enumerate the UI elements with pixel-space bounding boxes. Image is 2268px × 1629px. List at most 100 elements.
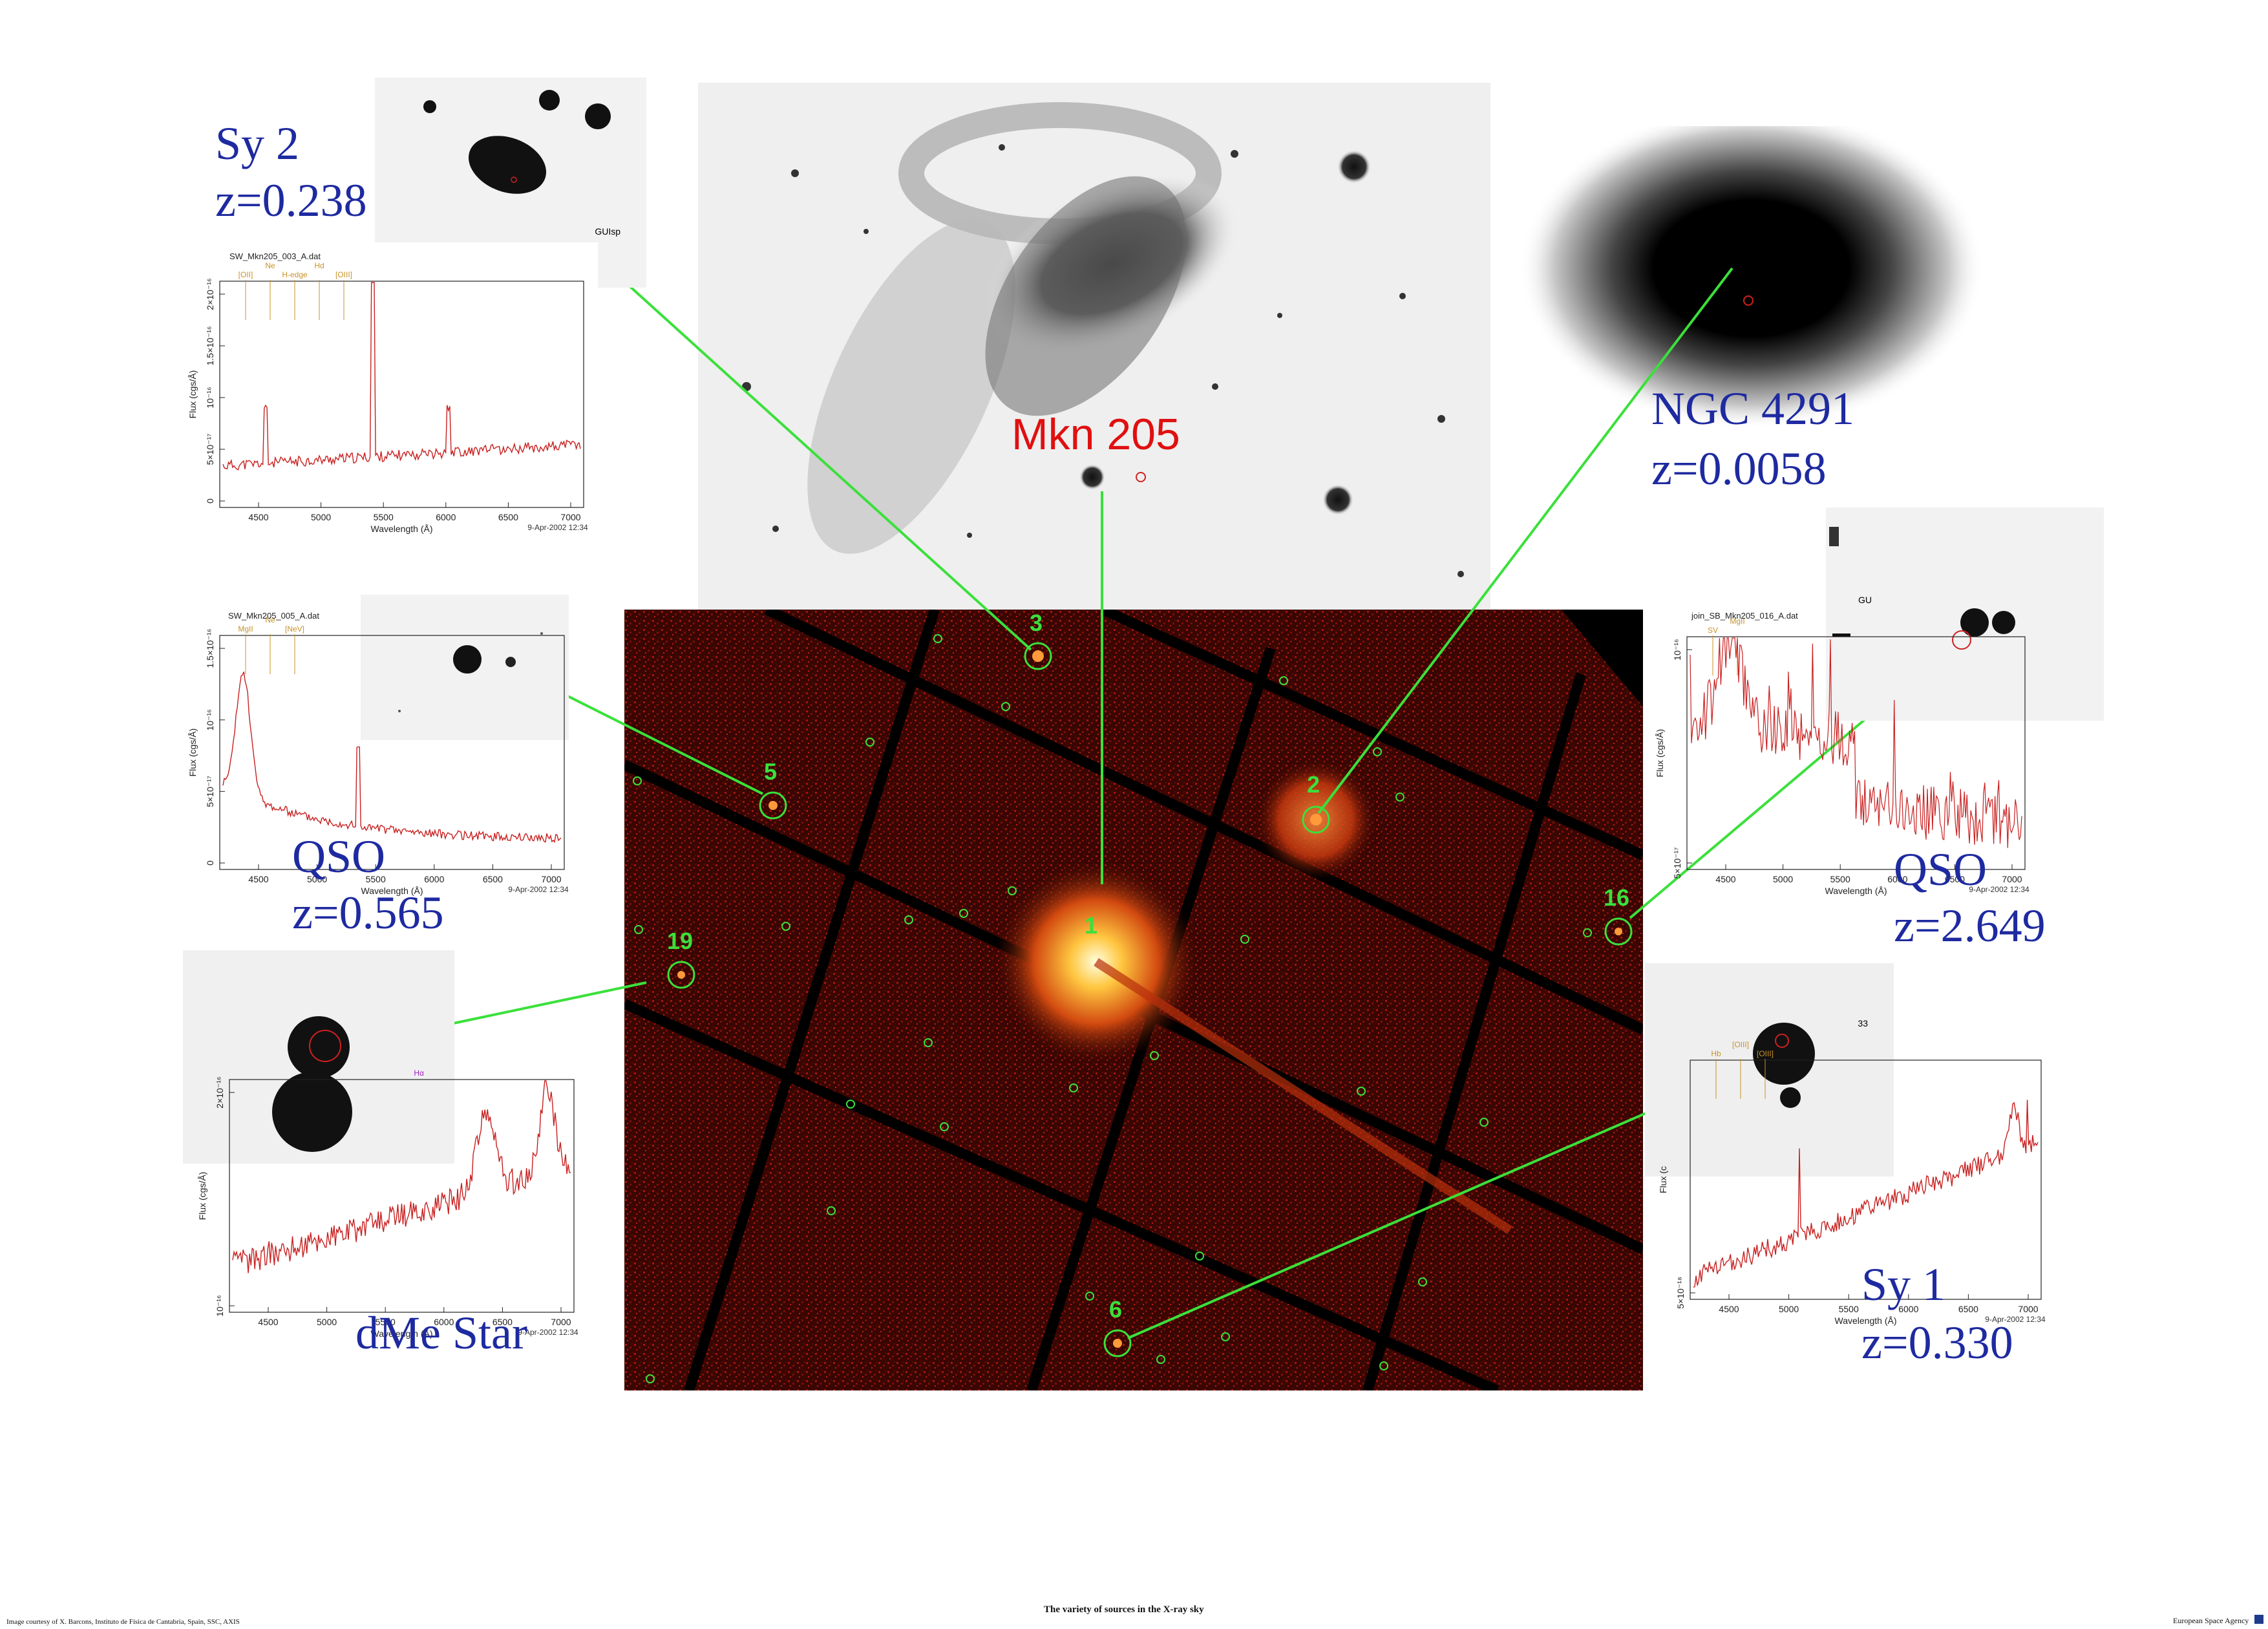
qso2-thumbnail: GU xyxy=(1826,507,2104,721)
xray-source-label-3: 3 xyxy=(1030,610,1043,636)
spectrum-trace xyxy=(222,671,562,844)
qso2-spec-file: join_SB_Mkn205_016_A.dat xyxy=(1691,611,1798,621)
timestamp: 9-Apr-2002 12:34 xyxy=(518,1328,578,1337)
x-tick-label: 5500 xyxy=(1830,874,1850,884)
sy2-spectrum-panel: SW_Mkn205_003_A.dat 4500 5000 5500 6000 6500… xyxy=(184,242,598,553)
footer-credit: Image courtesy of X. Barcons, Instituto … xyxy=(6,1618,240,1626)
qso2-thumb-svg xyxy=(1826,507,2104,721)
y-tick-label: 0 xyxy=(205,860,215,866)
qso1-spectrum-svg: 4500 5000 5500 6000 6500 7000 0 5×10⁻¹⁷ 10⁻¹⁶ 1.5… xyxy=(187,615,569,896)
x-tick-label: 6000 xyxy=(424,874,444,884)
x-tick-label: 4500 xyxy=(1719,1304,1739,1314)
x-tick-label: 6500 xyxy=(1945,874,1965,884)
dme-spectrum-panel: 4500 5000 5500 6000 6500 7000 10⁻¹⁶ 2×10⁻¹⁶ Wave… xyxy=(194,1054,588,1358)
x-tick-label: 5500 xyxy=(376,1317,396,1327)
spectrum-trace xyxy=(1690,637,2022,848)
sy1-type-label: Sy 1 xyxy=(1861,1259,1946,1310)
line-marker-label: [OII] xyxy=(238,270,253,279)
ngc4291-image xyxy=(1500,107,1991,443)
sy1-redshift-label: z=0.330 xyxy=(1861,1317,2013,1368)
spectrum-frame xyxy=(1690,1059,2042,1300)
line-marker-label: [OIII] xyxy=(1757,1049,1774,1058)
x-axis-label: Wavelength (Å) xyxy=(361,886,423,896)
xray-source-label-19: 19 xyxy=(667,928,694,954)
dme-thumbnail xyxy=(183,950,454,1164)
optical-image: Mkn 205 xyxy=(698,83,1490,610)
x-tick-label: 5500 xyxy=(374,512,394,522)
x-tick-label: 7000 xyxy=(551,1317,571,1327)
line-marker-label: [OIII] xyxy=(335,270,352,279)
x-axis-label: Wavelength (Å) xyxy=(371,524,433,534)
line-marker-label: Hd xyxy=(314,261,324,270)
qso1-redshift-label: z=0.565 xyxy=(292,887,444,939)
x-tick-label: 6000 xyxy=(434,1317,454,1327)
y-tick-label: 10⁻¹⁶ xyxy=(1672,639,1682,660)
x-axis-label: Wavelength (Å) xyxy=(371,1328,433,1339)
y-tick-label: 10⁻¹⁶ xyxy=(215,1295,225,1316)
y-axis-label: Flux (cgs/Å) xyxy=(187,729,198,777)
line-marker-label: MgII xyxy=(1730,617,1744,626)
qso1-thumb-svg xyxy=(361,595,569,740)
y-tick-label: 5×10⁻¹⁷ xyxy=(205,776,215,807)
optical-galaxy-svg xyxy=(698,83,1490,610)
x-axis-label: Wavelength (Å) xyxy=(1835,1315,1897,1326)
y-tick-label: 10⁻¹⁶ xyxy=(205,387,215,408)
line-marker-label: [NeV] xyxy=(285,624,304,634)
qso1-type-label: QSO xyxy=(292,831,386,882)
y-tick-label: 1.5×10⁻¹⁶ xyxy=(205,326,215,365)
qso1-spec-file: SW_Mkn205_005_A.dat xyxy=(228,611,319,621)
x-tick-label: 6000 xyxy=(436,512,456,522)
spectrum-frame xyxy=(219,281,584,508)
x-tick-label: 7000 xyxy=(560,512,580,522)
footer-caption: The variety of sources in the X-ray sky xyxy=(1044,1604,1204,1615)
xray-source-label-6: 6 xyxy=(1109,1296,1123,1323)
sy2-spec-file: SW_Mkn205_003_A.dat xyxy=(229,251,321,261)
x-tick-label: 6000 xyxy=(1887,874,1907,884)
y-axis-label: Flux (cgs/Å) xyxy=(1655,729,1665,778)
x-tick-label: 4500 xyxy=(258,1317,278,1327)
ngc4291-redshift-label: z=0.0058 xyxy=(1651,443,1827,495)
spectrum-frame xyxy=(229,1079,575,1313)
sy2-redshift-label: z=0.238 xyxy=(215,175,367,226)
footer-agency: European Space Agency xyxy=(2173,1616,2249,1625)
qso2-spectrum-panel: join_SB_Mkn205_016_A.dat 4500 5000 5500 600… xyxy=(1651,604,2039,915)
y-tick-label: 1.5×10⁻¹⁶ xyxy=(205,628,215,668)
ngc4291-type-label: NGC 4291 xyxy=(1651,383,1855,434)
line-marker-label: Hb xyxy=(1711,1049,1721,1058)
x-tick-label: 4500 xyxy=(1715,874,1735,884)
timestamp: 9-Apr-2002 12:34 xyxy=(527,523,588,532)
x-tick-label: 6500 xyxy=(498,512,518,522)
qso2-redshift-label: z=2.649 xyxy=(1894,900,2046,952)
timestamp: 9-Apr-2002 12:34 xyxy=(1969,885,2030,894)
qso2-type-label: QSO xyxy=(1894,844,1987,895)
line-marker-label: SV xyxy=(1708,626,1718,635)
qso2-spectrum-svg: 4500 5000 5500 6000 6500 7000 5×10⁻¹⁷ 10⁻¹⁶ Wave… xyxy=(1655,617,2030,896)
sy1-thumb-svg xyxy=(1645,963,1894,1176)
line-marker-label: Ne xyxy=(265,261,275,270)
x-tick-label: 6500 xyxy=(483,874,503,884)
y-tick-label: 2×10⁻¹⁶ xyxy=(205,278,215,310)
spectrum-frame xyxy=(1686,636,2026,870)
qso1-thumbnail: G xyxy=(361,595,569,740)
x-tick-label: 5000 xyxy=(1773,874,1793,884)
x-tick-label: 5500 xyxy=(366,874,386,884)
x-axis-label: Wavelength (Å) xyxy=(1825,886,1887,896)
x-tick-label: 5000 xyxy=(307,874,327,884)
sy1-thumbnail: 33 xyxy=(1645,963,1894,1176)
timestamp: 9-Apr-2002 12:34 xyxy=(1985,1315,2046,1324)
y-tick-label: 0 xyxy=(205,498,215,504)
qso2-thumb-tag: GU xyxy=(1858,595,1872,605)
sy1-thumb-tag: 33 xyxy=(1858,1018,1868,1028)
y-tick-label: 10⁻¹⁶ xyxy=(205,709,215,730)
y-axis-label: Flux (cgs/Å) xyxy=(197,1172,207,1220)
y-tick-label: 5×10⁻¹⁸ xyxy=(1675,1277,1686,1309)
spectrum-trace xyxy=(232,1080,571,1273)
y-tick-label: 5×10⁻¹⁷ xyxy=(1672,847,1682,879)
timestamp: 9-Apr-2002 12:34 xyxy=(508,885,569,894)
dme-type-label: dMe Star xyxy=(355,1307,527,1359)
mkn205-label: Mkn 205 xyxy=(1012,410,1180,459)
halpha-label: Hα xyxy=(414,1069,424,1078)
y-tick-label: 2×10⁻¹⁶ xyxy=(215,1076,225,1108)
line-marker-label: MgII xyxy=(238,624,253,634)
sy1-spectrum-panel: 4500 5000 5500 6000 6500 7000 5×10⁻¹⁸ Wavelengt… xyxy=(1655,1034,2055,1345)
